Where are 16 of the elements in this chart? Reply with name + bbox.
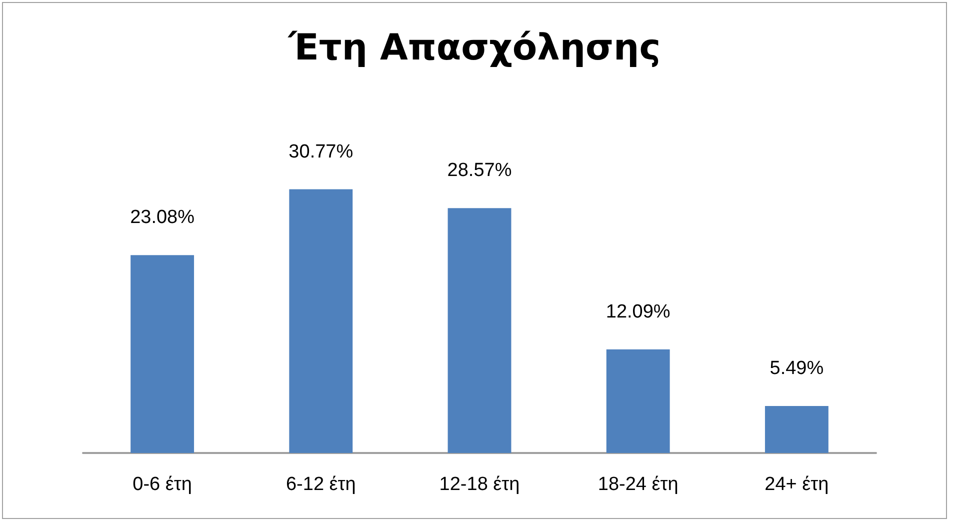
bar [764, 406, 828, 453]
x-tick-label: 18-24 έτη [598, 474, 678, 495]
data-label: 23.08% [130, 207, 195, 228]
data-label: 12.09% [606, 301, 670, 322]
bar [448, 208, 512, 453]
chart-title: Έτη Απασχόλησης [287, 28, 661, 68]
bar [289, 189, 353, 453]
bar [606, 349, 670, 453]
x-tick-label: 0-6 έτη [132, 474, 192, 495]
data-label: 28.57% [447, 160, 512, 182]
bar [130, 255, 194, 453]
x-tick-label: 6-12 έτη [286, 474, 356, 495]
data-label: 30.77% [288, 141, 354, 162]
x-tick-label: 12-18 έτη [439, 474, 520, 495]
x-tick-label: 24+ έτη [764, 474, 829, 495]
data-label: 5.49% [770, 358, 824, 379]
